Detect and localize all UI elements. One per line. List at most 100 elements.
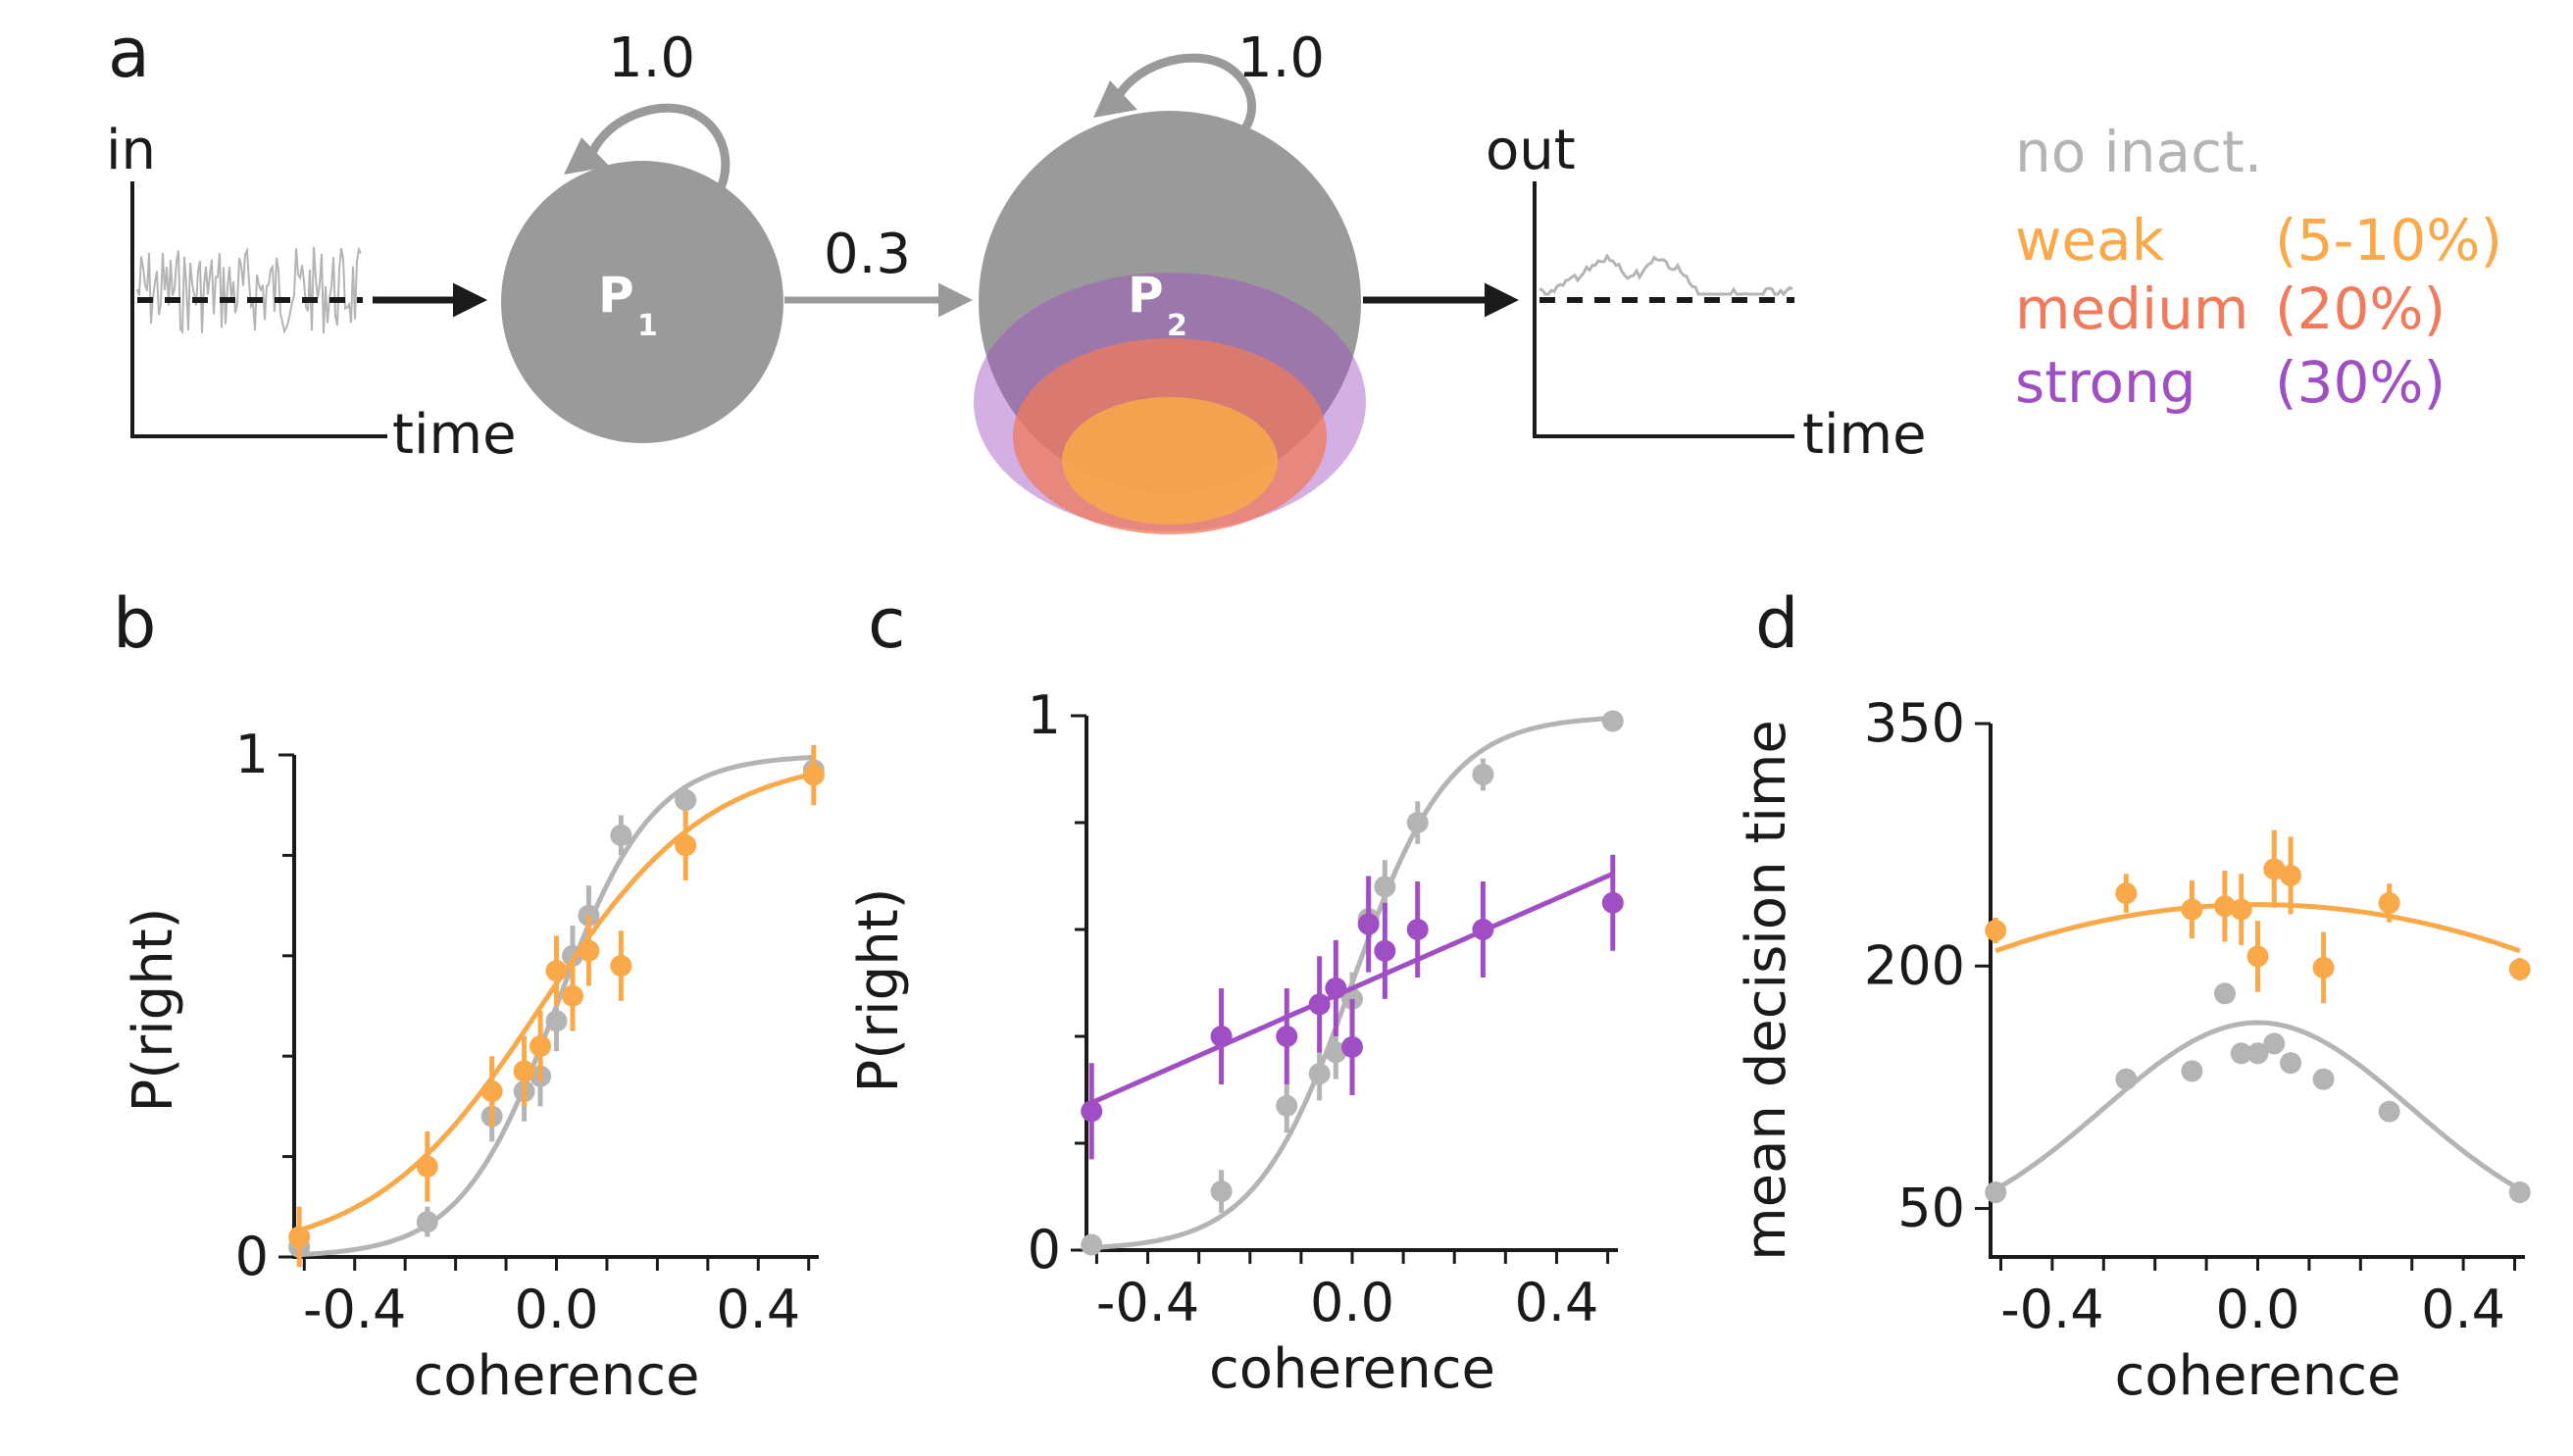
inactivation-legend: no inact. weak (5-10%) medium (20%) strong (30…: [2015, 119, 2502, 416]
data-point: [2312, 1068, 2335, 1090]
connection-weight: 0.3: [824, 223, 911, 286]
data-point: [1210, 1180, 1233, 1203]
series-strong: [1081, 854, 1624, 1160]
data-point: [545, 960, 568, 982]
data-point: [2280, 864, 2302, 886]
fit-curve: [1994, 902, 2521, 954]
x-tick-label: 0.4: [1515, 1272, 1599, 1333]
legend-strong-name: strong: [2015, 349, 2196, 416]
y-axis-label: mean decision time: [1735, 720, 1798, 1261]
series-none: [1985, 982, 2531, 1204]
p2-self-loop: [1108, 53, 1256, 141]
data-point: [545, 1010, 568, 1032]
data-point: [1308, 993, 1331, 1016]
p1-subscript: 1: [637, 309, 658, 343]
data-point: [610, 824, 632, 846]
panel-a: a in time 1.0 P 1 0.3 1.0: [106, 13, 2502, 534]
y-axis-label: P(right): [122, 907, 185, 1112]
data-point: [2230, 1042, 2252, 1065]
output-label: out: [1486, 119, 1576, 182]
x-axis-label: coherence: [1209, 1337, 1495, 1401]
x-tick-label: 0.0: [515, 1279, 599, 1340]
legend-medium-percent: (20%): [2275, 276, 2446, 342]
data-point: [1472, 763, 1494, 785]
series-none: [1081, 710, 1624, 1256]
data-point: [1081, 1233, 1103, 1256]
input-noise-trace: [136, 246, 362, 335]
data-point: [2213, 982, 2236, 1005]
panel-letter-b: b: [113, 583, 156, 664]
data-point: [1406, 812, 1429, 833]
data-point: [2263, 858, 2286, 880]
input-label: in: [106, 119, 156, 182]
data-point: [2246, 945, 2269, 968]
x-tick-label: 0.0: [2216, 1279, 2300, 1340]
data-point: [480, 1080, 503, 1103]
panel-b: b -0.4 0.0 0.4 0 1 coherence P(right): [113, 583, 825, 1408]
x-tick-label: -0.4: [2000, 1279, 2103, 1340]
data-point: [2508, 1181, 2531, 1204]
y-tick-label: 350: [1864, 692, 1965, 754]
x-tick-label: -0.4: [1096, 1272, 1199, 1333]
data-point: [416, 1155, 438, 1178]
data-point: [1406, 919, 1429, 940]
p2-self-weight: 1.0: [1237, 26, 1325, 90]
data-point: [1985, 1181, 2007, 1204]
data-point: [2312, 956, 2335, 979]
y-tick-label: 200: [1864, 934, 1965, 996]
output-accumulated-trace: [1539, 253, 1793, 297]
x-axis-label: coherence: [2115, 1344, 2401, 1408]
node-p1: 1.0 P 1: [501, 26, 783, 443]
y-tick-label: 0: [235, 1226, 269, 1287]
data-point: [802, 764, 825, 786]
p1-self-loop-arrowhead: [564, 137, 610, 175]
p1-label: P: [598, 267, 634, 324]
data-point: [1601, 710, 1624, 732]
legend-none-name: no inact.: [2015, 119, 2262, 185]
data-point: [561, 984, 583, 1007]
data-point: [2246, 1042, 2269, 1065]
data-point: [1472, 919, 1494, 940]
y-axis-label: P(right): [847, 887, 911, 1092]
data-point: [1276, 1094, 1298, 1117]
panel-letter-c: c: [868, 583, 906, 664]
data-point: [1985, 920, 2007, 942]
data-point: [288, 1226, 311, 1248]
x-tick-label: 0.4: [716, 1279, 800, 1340]
data-point: [675, 834, 697, 857]
legend-weak-percent: (5-10%): [2275, 207, 2502, 274]
data-point: [1357, 913, 1380, 935]
data-point: [2115, 1068, 2138, 1090]
data-point: [1308, 1063, 1331, 1085]
node-p2: 1.0 P 2: [974, 26, 1366, 534]
data-point: [1325, 977, 1347, 999]
input-time-label: time: [392, 403, 517, 467]
data-point: [2263, 1032, 2286, 1055]
data-point: [2230, 898, 2252, 921]
data-point: [416, 1211, 438, 1233]
data-point: [2280, 1052, 2302, 1075]
legend-strong-percent: (30%): [2275, 349, 2446, 416]
data-point: [513, 1060, 535, 1082]
data-point: [2115, 882, 2138, 905]
chart-panels: b -0.4 0.0 0.4 0 1 coherence P(right) c -0.4 0.0 0.…: [113, 583, 2531, 1408]
y-tick-label: 0: [1028, 1219, 1061, 1280]
series-weak: [288, 744, 825, 1268]
legend-weak-name: weak: [2015, 207, 2165, 274]
data-point: [2213, 895, 2236, 918]
data-point: [2181, 898, 2203, 921]
data-point: [1601, 891, 1624, 914]
y-tick-label: 1: [1028, 684, 1061, 746]
p2-label: P: [1128, 267, 1164, 324]
data-point: [1210, 1026, 1233, 1047]
p2-subscript: 2: [1167, 309, 1187, 343]
fit-curve: [1090, 871, 1614, 1105]
panel-letter-d: d: [1755, 583, 1798, 664]
output-time-label: time: [1802, 403, 1927, 467]
data-point: [610, 955, 632, 978]
p2-self-loop-arrowhead: [1093, 80, 1137, 118]
data-point: [1341, 1035, 1363, 1058]
data-point: [1276, 1026, 1298, 1047]
data-point: [675, 789, 697, 812]
